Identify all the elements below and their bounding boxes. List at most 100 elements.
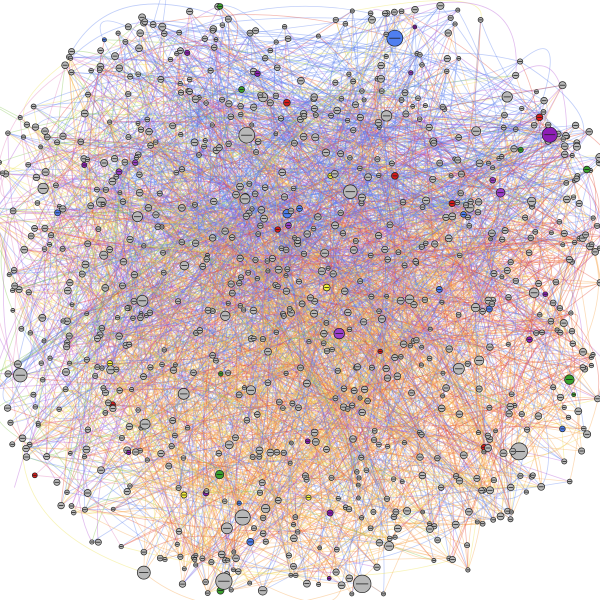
graph-node[interactable] bbox=[20, 245, 29, 254]
graph-node[interactable] bbox=[356, 495, 361, 501]
graph-node[interactable] bbox=[464, 542, 471, 549]
graph-node[interactable] bbox=[41, 168, 50, 177]
graph-node[interactable] bbox=[201, 35, 208, 42]
graph-node[interactable] bbox=[31, 472, 38, 479]
graph-node[interactable] bbox=[209, 27, 216, 34]
graph-node[interactable] bbox=[436, 159, 444, 167]
graph-node[interactable] bbox=[216, 3, 224, 10]
graph-node[interactable] bbox=[496, 512, 505, 521]
graph-node[interactable] bbox=[350, 127, 357, 134]
graph-node[interactable] bbox=[130, 297, 138, 305]
graph-node[interactable] bbox=[582, 231, 589, 239]
graph-node[interactable] bbox=[17, 115, 23, 121]
graph-node[interactable] bbox=[38, 314, 47, 322]
graph-node[interactable] bbox=[283, 273, 289, 279]
graph-node[interactable] bbox=[413, 336, 420, 344]
graph-node[interactable] bbox=[354, 363, 361, 371]
graph-node[interactable] bbox=[316, 582, 322, 587]
graph-node[interactable] bbox=[94, 538, 102, 546]
graph-node[interactable] bbox=[455, 311, 462, 318]
graph-node[interactable] bbox=[41, 127, 49, 135]
graph-node[interactable] bbox=[82, 445, 91, 454]
graph-node[interactable] bbox=[329, 346, 335, 353]
graph-node[interactable] bbox=[282, 287, 290, 295]
graph-node[interactable] bbox=[425, 123, 433, 131]
graph-node[interactable] bbox=[357, 395, 363, 401]
graph-node[interactable] bbox=[344, 308, 352, 317]
graph-node[interactable] bbox=[343, 184, 358, 199]
graph-node[interactable] bbox=[439, 299, 445, 305]
graph-node[interactable] bbox=[575, 200, 583, 207]
graph-node[interactable] bbox=[268, 254, 276, 262]
graph-node[interactable] bbox=[77, 138, 85, 146]
graph-node[interactable] bbox=[360, 318, 368, 326]
graph-node[interactable] bbox=[412, 24, 418, 30]
graph-node[interactable] bbox=[283, 98, 291, 107]
graph-node[interactable] bbox=[64, 489, 70, 495]
graph-node[interactable] bbox=[431, 240, 439, 248]
graph-node[interactable] bbox=[561, 150, 569, 158]
graph-node[interactable] bbox=[475, 159, 484, 168]
graph-node[interactable] bbox=[568, 328, 576, 335]
graph-node[interactable] bbox=[392, 534, 398, 540]
graph-node[interactable] bbox=[146, 309, 154, 316]
graph-node[interactable] bbox=[382, 365, 390, 373]
graph-node[interactable] bbox=[349, 246, 358, 254]
graph-node[interactable] bbox=[135, 71, 141, 77]
graph-node[interactable] bbox=[135, 188, 144, 197]
graph-node[interactable] bbox=[118, 544, 124, 550]
graph-node[interactable] bbox=[68, 48, 76, 56]
graph-node[interactable] bbox=[488, 229, 496, 237]
graph-node[interactable] bbox=[505, 410, 513, 418]
graph-node[interactable] bbox=[246, 180, 253, 187]
graph-node[interactable] bbox=[159, 224, 165, 230]
graph-node[interactable] bbox=[384, 293, 390, 299]
graph-node[interactable] bbox=[588, 363, 594, 369]
graph-node[interactable] bbox=[62, 386, 69, 393]
graph-node[interactable] bbox=[484, 432, 491, 439]
graph-node[interactable] bbox=[38, 360, 44, 366]
graph-node[interactable] bbox=[272, 92, 280, 100]
graph-node[interactable] bbox=[126, 235, 134, 243]
graph-node[interactable] bbox=[22, 444, 30, 453]
graph-node[interactable] bbox=[390, 476, 397, 482]
graph-node[interactable] bbox=[221, 522, 233, 535]
graph-node[interactable] bbox=[376, 308, 382, 314]
graph-node[interactable] bbox=[530, 472, 536, 479]
graph-node[interactable] bbox=[323, 347, 331, 355]
graph-node[interactable] bbox=[475, 430, 481, 436]
graph-node[interactable] bbox=[102, 410, 109, 416]
graph-node[interactable] bbox=[434, 536, 441, 544]
graph-node[interactable] bbox=[252, 27, 260, 35]
graph-node[interactable] bbox=[444, 234, 453, 243]
graph-node[interactable] bbox=[297, 77, 305, 85]
graph-node[interactable] bbox=[133, 155, 140, 161]
graph-node[interactable] bbox=[160, 249, 166, 256]
graph-node[interactable] bbox=[259, 530, 267, 537]
graph-node[interactable] bbox=[320, 330, 328, 338]
graph-node[interactable] bbox=[84, 240, 92, 248]
graph-node[interactable] bbox=[474, 198, 483, 206]
graph-node[interactable] bbox=[337, 209, 344, 216]
graph-node[interactable] bbox=[427, 326, 433, 332]
graph-node[interactable] bbox=[110, 506, 116, 512]
graph-node[interactable] bbox=[398, 8, 405, 15]
graph-node[interactable] bbox=[14, 360, 22, 368]
graph-node[interactable] bbox=[462, 202, 470, 209]
graph-node[interactable] bbox=[353, 574, 372, 594]
graph-node[interactable] bbox=[253, 149, 260, 156]
graph-node[interactable] bbox=[310, 428, 319, 437]
graph-node[interactable] bbox=[209, 308, 216, 314]
graph-node[interactable] bbox=[56, 406, 62, 412]
graph-node[interactable] bbox=[447, 14, 454, 21]
graph-node[interactable] bbox=[457, 170, 465, 178]
graph-node[interactable] bbox=[449, 556, 456, 564]
graph-node[interactable] bbox=[373, 563, 381, 571]
graph-node[interactable] bbox=[258, 479, 266, 487]
graph-node[interactable] bbox=[220, 310, 231, 321]
graph-node[interactable] bbox=[358, 408, 366, 417]
graph-node[interactable] bbox=[100, 385, 107, 392]
graph-node[interactable] bbox=[257, 222, 264, 229]
graph-node[interactable] bbox=[32, 173, 41, 182]
graph-node[interactable] bbox=[290, 522, 297, 528]
